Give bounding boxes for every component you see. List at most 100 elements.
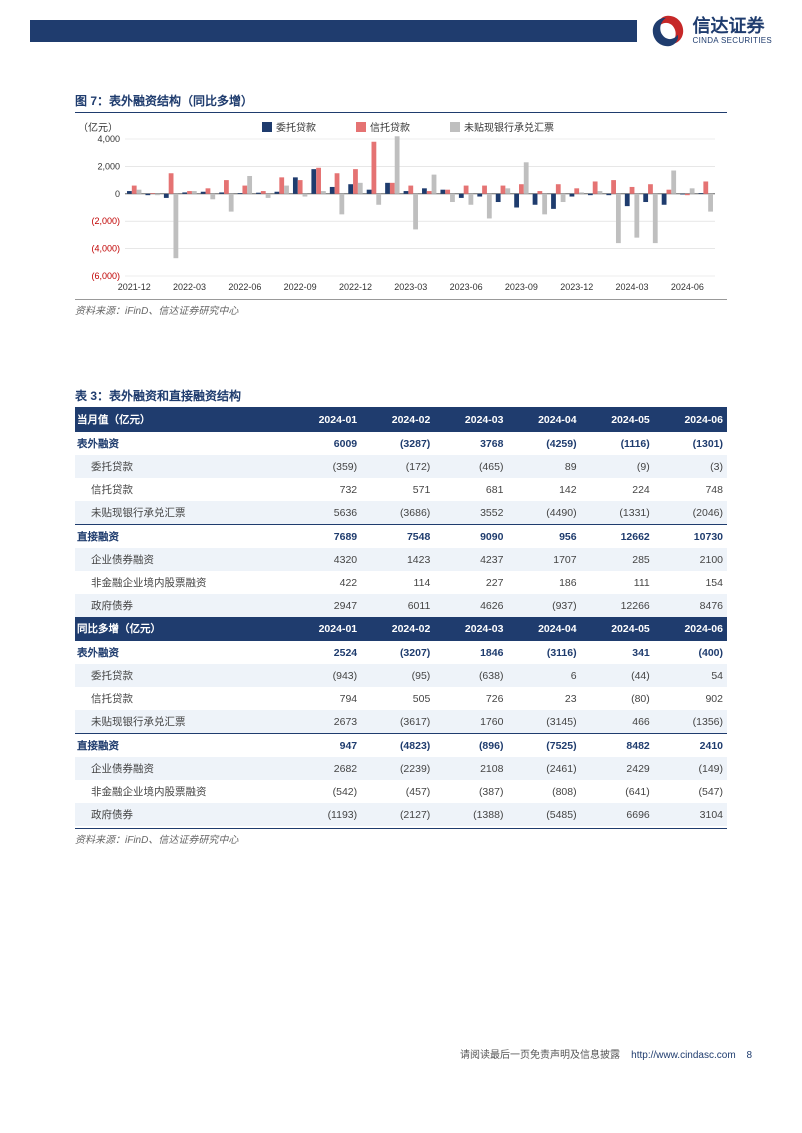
table-cell: 681 — [434, 478, 507, 501]
table-cell: 142 — [507, 478, 580, 501]
table-cell: (95) — [361, 664, 434, 687]
table-cell: 8476 — [654, 594, 727, 617]
chart-legend: （亿元） 委托贷款信托贷款未贴现银行承兑汇票 — [75, 119, 727, 134]
table-cell: (2461) — [507, 757, 580, 780]
figure-source: 资料来源：iFinD、信达证券研究中心 — [75, 299, 727, 317]
table-cell: 2100 — [654, 548, 727, 571]
table-cell: 54 — [654, 664, 727, 687]
legend-swatch — [356, 122, 366, 132]
table-row: 表外融资6009(3287)3768(4259)(1116)(1301) — [75, 432, 727, 456]
row-label: 政府债券 — [75, 594, 288, 617]
svg-text:2023-12: 2023-12 — [560, 282, 593, 292]
svg-text:(6,000): (6,000) — [91, 271, 120, 281]
table-row: 非金融企业境内股票融资(542)(457)(387)(808)(641)(547… — [75, 780, 727, 803]
table-cell: 505 — [361, 687, 434, 710]
table-cell: 748 — [654, 478, 727, 501]
svg-text:2024-06: 2024-06 — [671, 282, 704, 292]
table-cell: 1760 — [434, 710, 507, 734]
table-cell: (9) — [581, 455, 654, 478]
table-cell: 2410 — [654, 734, 727, 758]
table-cell: 2024-03 — [434, 408, 507, 432]
table-row: 未贴现银行承兑汇票5636(3686)3552(4490)(1331)(2046… — [75, 501, 727, 525]
table-cell: 794 — [288, 687, 361, 710]
legend-label: 信托贷款 — [370, 119, 410, 134]
table-header-row: 当月值（亿元）2024-012024-022024-032024-042024-… — [75, 408, 727, 432]
table-cell: (400) — [654, 641, 727, 665]
table-cell: 341 — [581, 641, 654, 665]
legend-item: 信托贷款 — [356, 119, 410, 134]
table-cell: 154 — [654, 571, 727, 594]
row-label: 非金融企业境内股票融资 — [75, 571, 288, 594]
table-cell: 1423 — [361, 548, 434, 571]
table-row: 信托贷款732571681142224748 — [75, 478, 727, 501]
table-cell: (547) — [654, 780, 727, 803]
table-cell: 956 — [507, 525, 580, 549]
table-cell: (3686) — [361, 501, 434, 525]
legend-label: 委托贷款 — [276, 119, 316, 134]
legend-item: 委托贷款 — [262, 119, 316, 134]
svg-text:(4,000): (4,000) — [91, 244, 120, 254]
table-row: 未贴现银行承兑汇票2673(3617)1760(3145)466(1356) — [75, 710, 727, 734]
logo-swirl-icon — [649, 12, 687, 50]
table-title: 表 3：表外融资和直接融资结构 — [75, 387, 727, 408]
table-cell: 7548 — [361, 525, 434, 549]
svg-text:0: 0 — [115, 189, 120, 199]
table-cell: 224 — [581, 478, 654, 501]
table-cell: 2524 — [288, 641, 361, 665]
table-cell: (1301) — [654, 432, 727, 456]
svg-text:2021-12: 2021-12 — [118, 282, 151, 292]
footer-url: http://www.cindasc.com — [631, 1050, 735, 1061]
table-cell: 10730 — [654, 525, 727, 549]
table-cell: (4823) — [361, 734, 434, 758]
table-cell: 6 — [507, 664, 580, 687]
logo-text-cn: 信达证券 — [693, 17, 772, 37]
table-cell: (172) — [361, 455, 434, 478]
table-cell: (638) — [434, 664, 507, 687]
table-cell: 6011 — [361, 594, 434, 617]
table-cell: 4626 — [434, 594, 507, 617]
table-cell: 285 — [581, 548, 654, 571]
table-cell: 9090 — [434, 525, 507, 549]
row-label: 企业债券融资 — [75, 757, 288, 780]
table-row: 委托贷款(359)(172)(465)89(9)(3) — [75, 455, 727, 478]
table-cell: 2024-02 — [361, 617, 434, 641]
row-label: 表外融资 — [75, 641, 288, 665]
table-cell: 2024-04 — [507, 408, 580, 432]
table-cell: (4259) — [507, 432, 580, 456]
table-cell: (2239) — [361, 757, 434, 780]
table-cell: (1193) — [288, 803, 361, 826]
table-cell: (542) — [288, 780, 361, 803]
table-cell: (465) — [434, 455, 507, 478]
table-cell: 7689 — [288, 525, 361, 549]
table-cell: (2127) — [361, 803, 434, 826]
footer-disclaimer: 请阅读最后一页免责声明及信息披露 — [460, 1050, 620, 1061]
row-label: 同比多增（亿元） — [75, 617, 288, 641]
row-label: 直接融资 — [75, 525, 288, 549]
svg-text:2024-03: 2024-03 — [616, 282, 649, 292]
svg-text:2022-09: 2022-09 — [284, 282, 317, 292]
table-cell: (44) — [581, 664, 654, 687]
chart-container: （亿元） 委托贷款信托贷款未贴现银行承兑汇票 (6,000)(4,000)(2,… — [75, 119, 727, 297]
row-label: 企业债券融资 — [75, 548, 288, 571]
row-label: 信托贷款 — [75, 687, 288, 710]
y-axis-label: （亿元） — [78, 119, 118, 134]
table-row: 直接融资7689754890909561266210730 — [75, 525, 727, 549]
figure-title: 图 7：表外融资结构（同比多增） — [75, 92, 727, 113]
table-cell: 23 — [507, 687, 580, 710]
svg-text:4,000: 4,000 — [97, 134, 120, 144]
row-label: 当月值（亿元） — [75, 408, 288, 432]
table-row: 企业债券融资2682(2239)2108(2461)2429(149) — [75, 757, 727, 780]
table-cell: 3768 — [434, 432, 507, 456]
table-cell: (387) — [434, 780, 507, 803]
table-cell: (1388) — [434, 803, 507, 826]
table-cell: 1846 — [434, 641, 507, 665]
table-header-row: 同比多增（亿元）2024-012024-022024-032024-042024… — [75, 617, 727, 641]
row-label: 表外融资 — [75, 432, 288, 456]
table-cell: 5636 — [288, 501, 361, 525]
row-label: 政府债券 — [75, 803, 288, 826]
table-cell: 2024-04 — [507, 617, 580, 641]
svg-text:2022-12: 2022-12 — [339, 282, 372, 292]
row-label: 未贴现银行承兑汇票 — [75, 501, 288, 525]
financing-table: 当月值（亿元）2024-012024-022024-032024-042024-… — [75, 408, 727, 826]
page-header: 信达证券 CINDA SECURITIES — [0, 0, 802, 50]
